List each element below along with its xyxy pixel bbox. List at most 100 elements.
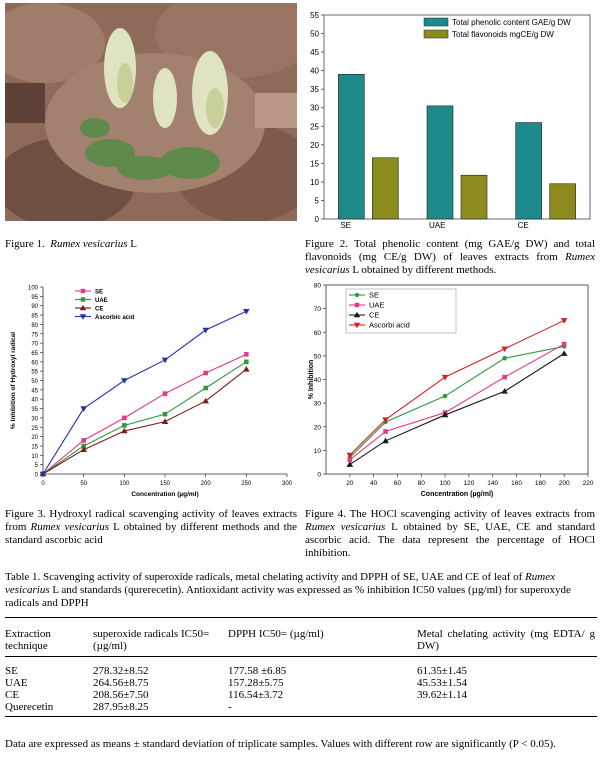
data-point [121,427,128,434]
figure4-caption-species: Rumex vesicarius [305,521,386,533]
x-axis-label: Concentration (µg/ml) [131,491,198,498]
plot-frame [323,14,591,220]
table-cell: 264.56±8.75 [93,677,149,689]
y-tick-label: 5 [35,463,39,469]
x-tick-label: SE [340,221,351,230]
table-cell: 287.95±8.25 [93,701,149,713]
data-point [80,288,86,294]
data-point [560,350,568,356]
table1-caption: Table 1. Scavenging activity of superoxi… [5,571,595,610]
data-point [441,374,449,381]
table-cell: UAE [5,677,28,689]
data-point [561,341,567,347]
legend-swatch [423,29,449,39]
y-tick-label: 55 [310,11,319,20]
data-point [347,457,353,463]
x-tick-label: 50 [80,481,87,487]
table-cell: 157.28±5.75 [228,677,284,689]
table-cell: 208.56±7.50 [93,689,149,701]
data-point [162,411,168,417]
y-tick-label: 80 [31,323,38,329]
data-point [79,314,87,320]
data-point [346,452,354,459]
x-tick-label: 40 [370,480,378,487]
table1-caption-b: L and standards (qurerecetin). Antioxida… [5,584,571,609]
data-point [560,318,568,324]
table-row: CE 208.56±7.50 116.54±3.72 39.62±1.14 [5,689,597,701]
y-tick-label: 60 [31,360,38,366]
table-row: Querecetin 287.95±8.25 - [5,701,597,717]
table-cell: 61.35±1.45 [417,665,468,677]
data-point [244,352,249,357]
data-point [382,417,389,423]
figure4-caption-a: Figure 4. The HOCl scavenging activity o… [305,508,595,520]
y-tick-label: 10 [31,454,38,460]
y-tick-label: 15 [310,159,319,168]
x-tick-label: 250 [241,481,252,487]
y-tick-label: 70 [31,342,38,348]
header-metal-chelating: Metal chelating activity (mg EDTA/ g DW) [417,628,595,652]
legend-label: Ascorbic acid [95,315,135,321]
table-cell: 45.53±1.54 [417,677,468,689]
data-point [39,471,47,478]
table-header-row: Extraction technique superoxide radicals… [5,618,597,657]
data-point [162,391,168,396]
figure1-caption: Figure 1. Rumex vesicarius L [5,238,297,251]
x-tick-label: 200 [559,480,570,487]
data-point [80,446,87,452]
y-tick-label: 50 [31,379,38,385]
x-tick-label: 150 [160,481,171,487]
y-tick-label: 40 [310,67,319,76]
data-point [243,365,250,372]
series-line [349,353,565,466]
figure3-caption-a: Figure 3. Hydroxyl radical scavenging ac… [5,508,297,533]
bar [460,174,488,220]
data-point [502,355,507,361]
y-tick-label: 30 [310,104,319,113]
y-tick-label: 25 [31,426,38,432]
figure1-caption-prefix: Figure 1. [5,238,45,250]
x-tick-label: 180 [535,480,546,487]
series-line [349,343,565,461]
bar [426,105,454,220]
legend-label: Total flavonoids mgCE/g DW [452,30,554,39]
table1-caption-a: Table 1. Scavenging activity of superoxi… [5,571,523,583]
plant-illustration [5,3,297,221]
y-tick-label: 5 [315,196,320,205]
table-cell: 116.54±3.72 [228,689,284,701]
data-point [202,397,209,404]
y-tick-label: 45 [310,48,319,57]
y-tick-label: 55 [31,370,38,376]
y-tick-label: 20 [310,141,319,150]
bar [372,157,399,220]
figure4-chart: 0 10 20 30 40 50 60 70 80 20 40 60 80 100 120 140 160 180… [306,281,596,503]
y-tick-label: 65 [31,351,38,357]
figure1-caption-suffix: L [130,238,137,250]
data-point [382,437,389,444]
data-point [161,357,169,364]
rumex-photo [5,3,297,221]
y-tick-label: 45 [31,388,38,394]
y-tick-label: 70 [314,306,322,313]
data-point [122,423,127,428]
y-tick-label: 40 [31,398,38,404]
x-tick-label: 60 [394,480,402,487]
table1-grid: Extraction technique superoxide radicals… [5,618,597,717]
data-point [354,292,360,298]
table-cell: 177.58 ±6.85 [228,665,287,677]
x-tick-label: CE [518,221,529,230]
table1-footnote: Data are expressed as means ± standard d… [5,738,556,750]
y-tick-label: 10 [310,178,319,187]
x-tick-label: 80 [418,480,426,487]
y-tick-label: 40 [314,377,322,384]
table-cell: 39.62±1.14 [417,689,468,701]
figure1-caption-species: Rumex vesicarius [50,238,128,250]
data-point [243,309,250,315]
data-point [502,374,507,380]
y-tick-label: 0 [315,215,320,224]
data-point [353,322,361,329]
x-tick-label: 300 [282,481,293,487]
figure2-caption-species: Rumex vesicarius [305,251,595,276]
data-point [203,385,208,391]
x-tick-label: 200 [201,481,212,487]
